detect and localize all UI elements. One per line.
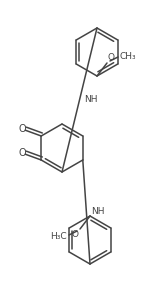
Text: O: O bbox=[108, 53, 115, 62]
Text: NH: NH bbox=[91, 207, 105, 215]
Text: O: O bbox=[19, 124, 26, 134]
Text: H₃C: H₃C bbox=[50, 231, 67, 241]
Text: NH: NH bbox=[84, 94, 98, 104]
Text: CH₃: CH₃ bbox=[120, 52, 137, 60]
Text: O: O bbox=[19, 148, 26, 158]
Text: O: O bbox=[72, 230, 79, 239]
